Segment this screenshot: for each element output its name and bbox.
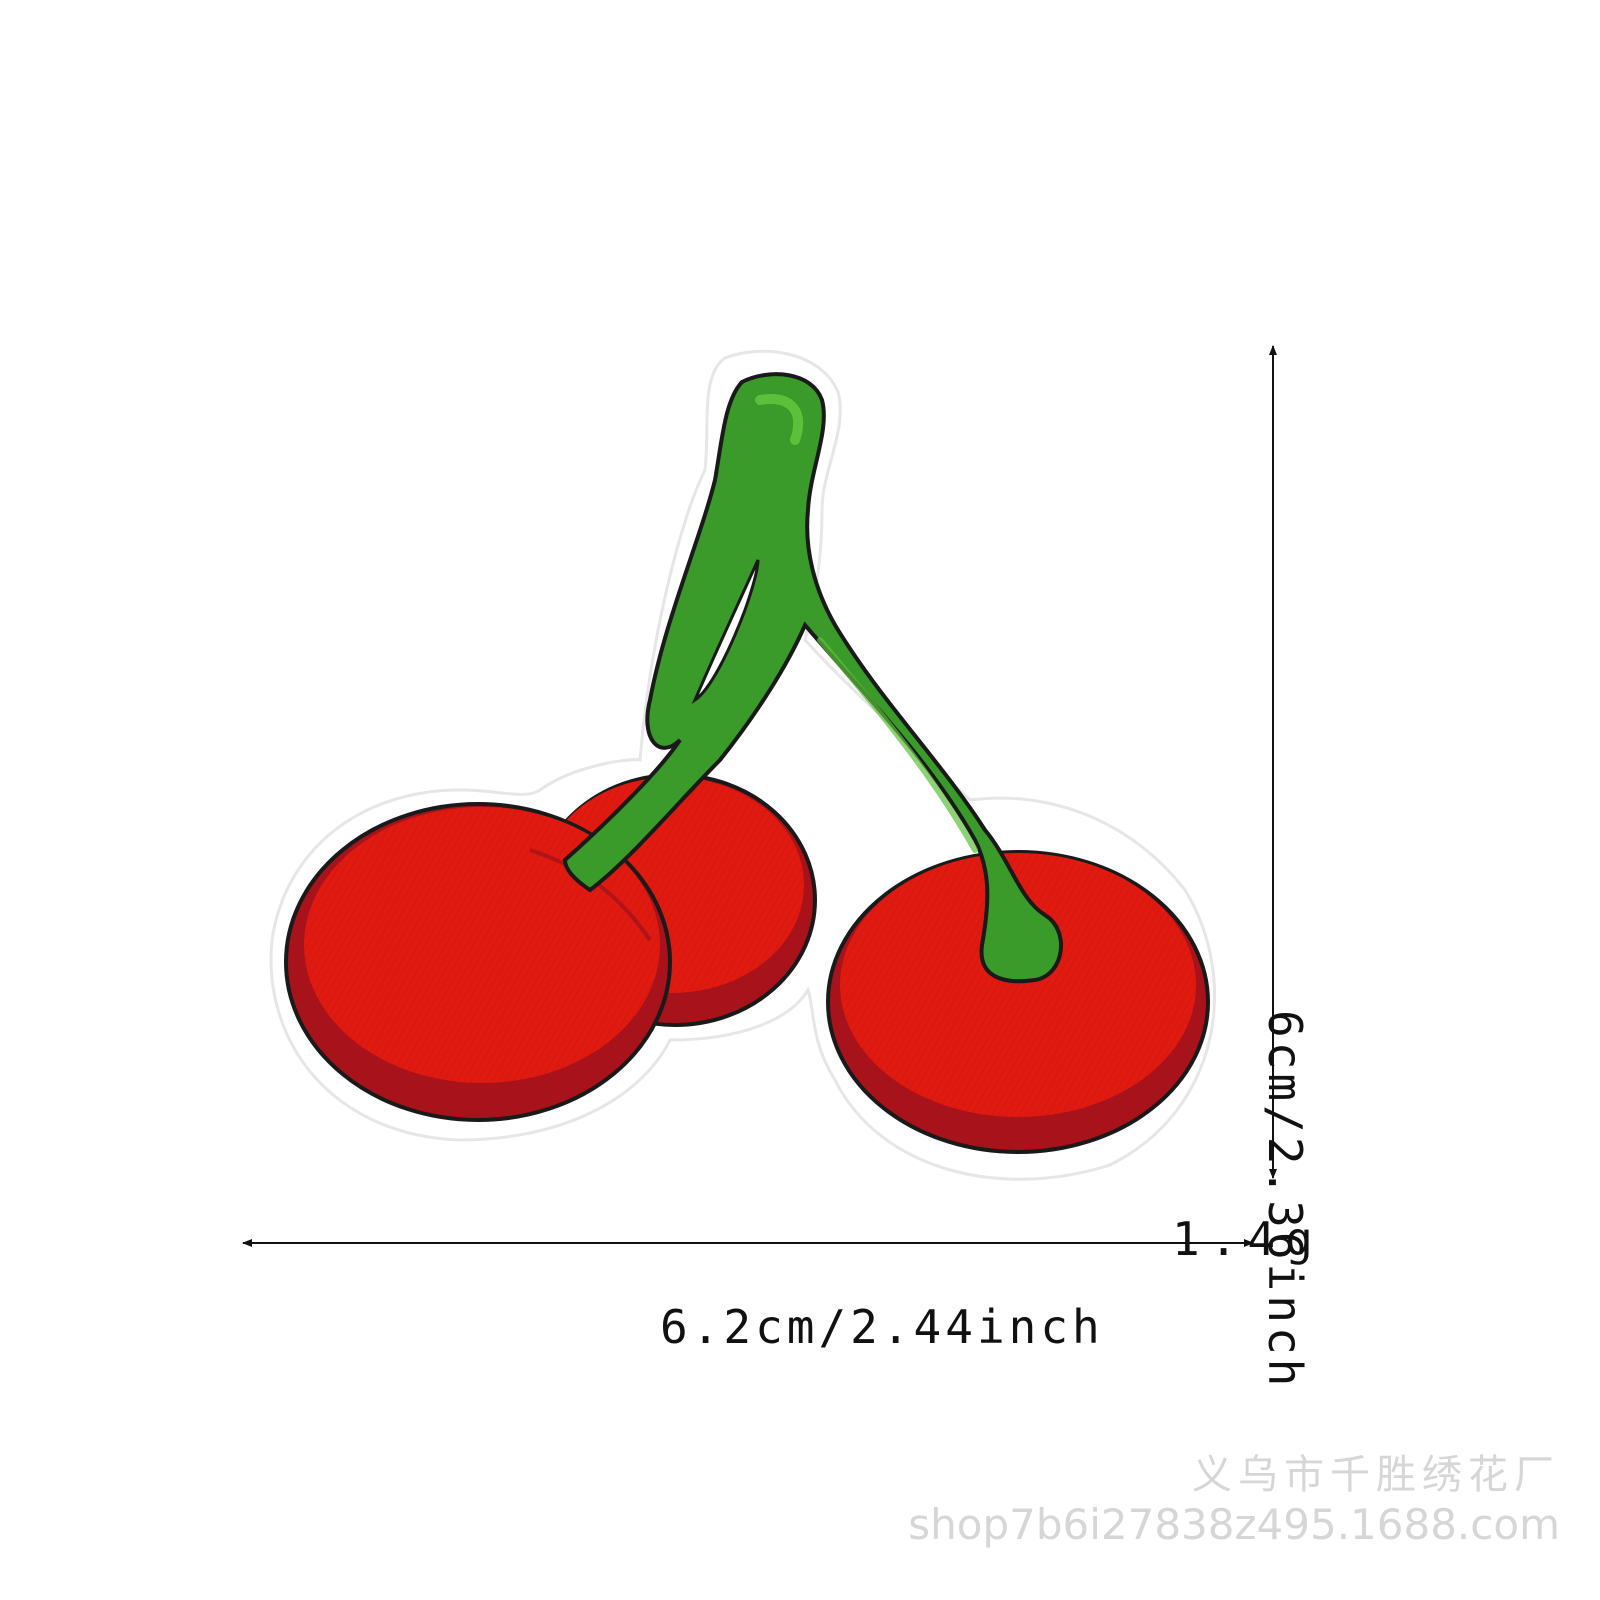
watermark-shop-url: shop7b6i27838z495.1688.com bbox=[908, 1500, 1560, 1549]
cherry-stems bbox=[562, 372, 1063, 984]
height-label: 6cm/2.36inch bbox=[1258, 1010, 1312, 1391]
cherry-right bbox=[826, 850, 1210, 1154]
width-label: 6.2cm/2.44inch bbox=[660, 1300, 1104, 1354]
watermark-shop-name: 义乌市千胜绣花厂 bbox=[1192, 1452, 1560, 1498]
weight-label: 1.4g bbox=[1172, 1212, 1323, 1266]
stem-shape bbox=[562, 372, 1063, 984]
stem-gap bbox=[691, 559, 760, 705]
